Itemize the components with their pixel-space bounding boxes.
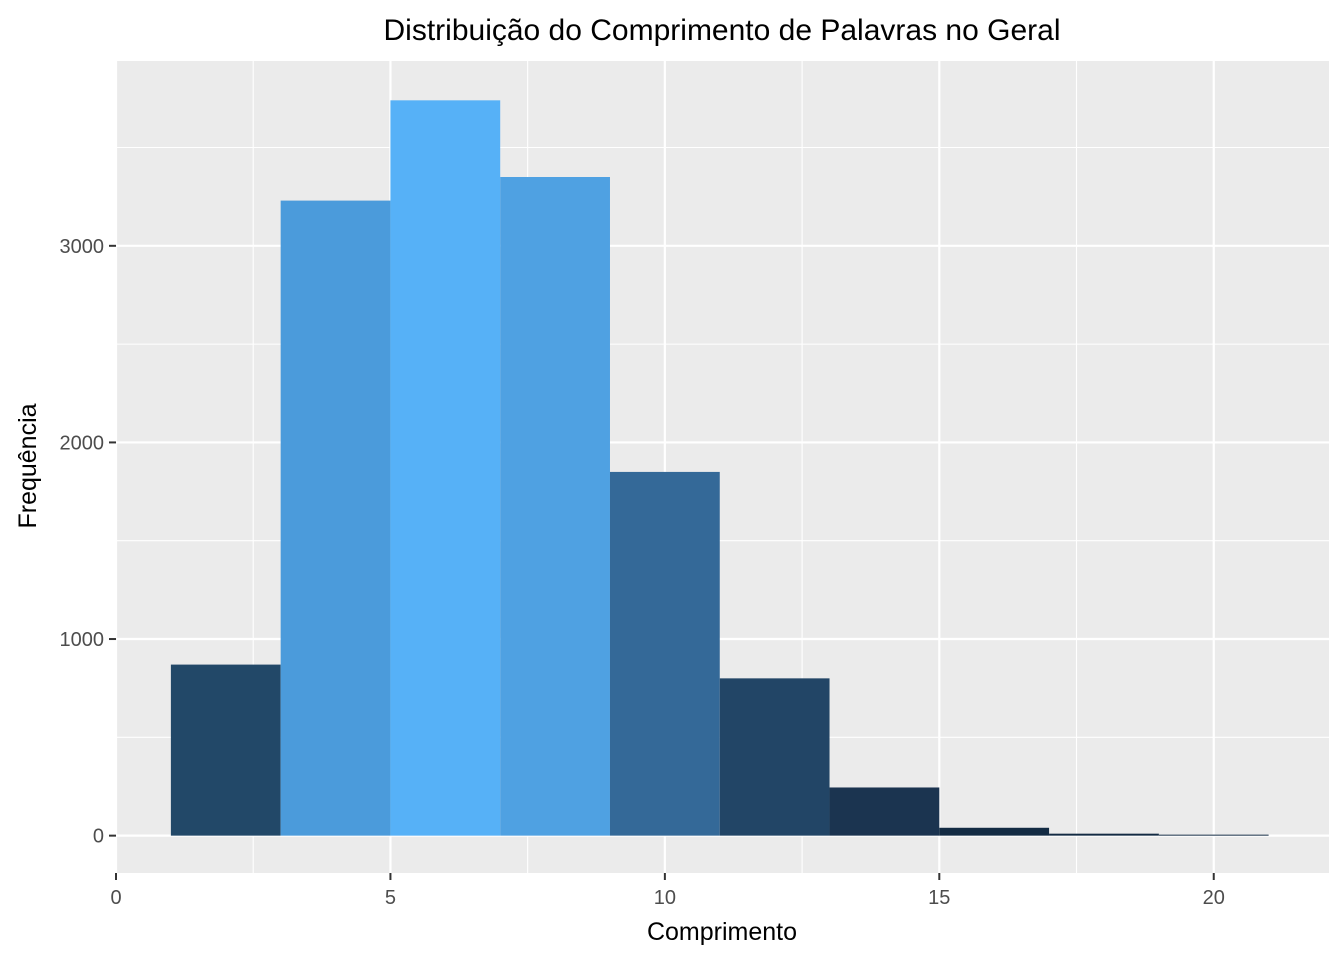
x-tick-label: 5 [385,887,396,909]
y-tick-label: 1000 [60,629,105,651]
x-tick-label: 0 [110,887,121,909]
histogram-bar [1158,834,1269,836]
y-tick-label: 2000 [60,432,105,454]
x-tick-label: 10 [654,887,676,909]
chart-title: Distribuição do Comprimento de Palavras … [384,14,1061,47]
y-tick-label: 0 [93,826,104,848]
histogram-bar [500,177,610,836]
histogram-bar [939,827,1050,836]
x-axis: 0 5 10 15 20 [110,873,1225,909]
histogram-bar [1049,833,1159,836]
histogram-bar [609,471,720,836]
y-tick-label: 3000 [60,236,105,258]
y-axis-label: Frequência [14,403,42,528]
x-tick-label: 15 [928,887,950,909]
histogram-bar [719,678,830,836]
histogram-bar [280,200,391,836]
x-axis-label: Comprimento [647,918,797,946]
y-axis: 0 1000 2000 3000 [60,236,116,848]
histogram-bar [390,100,501,836]
bars [170,100,1269,836]
histogram-bar [170,664,281,836]
histogram-bar [829,787,940,836]
x-tick-label: 20 [1203,887,1225,909]
